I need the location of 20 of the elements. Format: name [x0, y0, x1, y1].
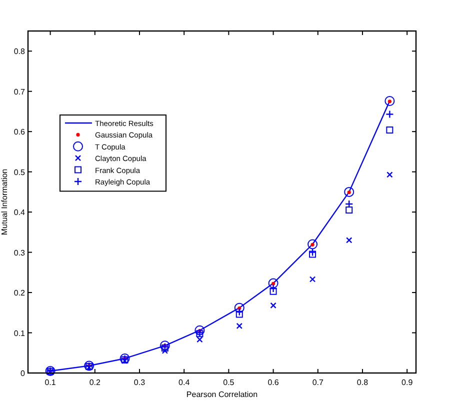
- y-tick-label: 0.8: [14, 47, 26, 56]
- x-tick-label: 0.4: [178, 378, 190, 387]
- x-tick-label: 0.7: [312, 378, 324, 387]
- x-tick-label: 0.5: [223, 378, 235, 387]
- x-tick-label: 0.9: [402, 378, 414, 387]
- y-tick-label: 0.7: [14, 87, 26, 96]
- y-tick-label: 0.6: [14, 128, 26, 137]
- x-axis-title: Pearson Correlation: [186, 390, 258, 399]
- x-tick-label: 0.8: [356, 378, 369, 387]
- x-tick-label: 0.3: [134, 378, 146, 387]
- y-tick-label: 0.3: [14, 248, 26, 258]
- x-tick-label: 0.6: [268, 378, 280, 387]
- y-tick-label: 0.5: [14, 168, 26, 177]
- y-tick-label: 0.4: [14, 208, 26, 218]
- y-tick-label: 0.1: [14, 328, 26, 338]
- x-tick-label: 0.2: [89, 378, 102, 387]
- y-tick-label: 0.2: [14, 288, 26, 298]
- y-axis-title: Mutual Information: [0, 168, 9, 236]
- y-tick-label: 0: [20, 369, 26, 378]
- x-tick-label: 0.1: [44, 378, 56, 387]
